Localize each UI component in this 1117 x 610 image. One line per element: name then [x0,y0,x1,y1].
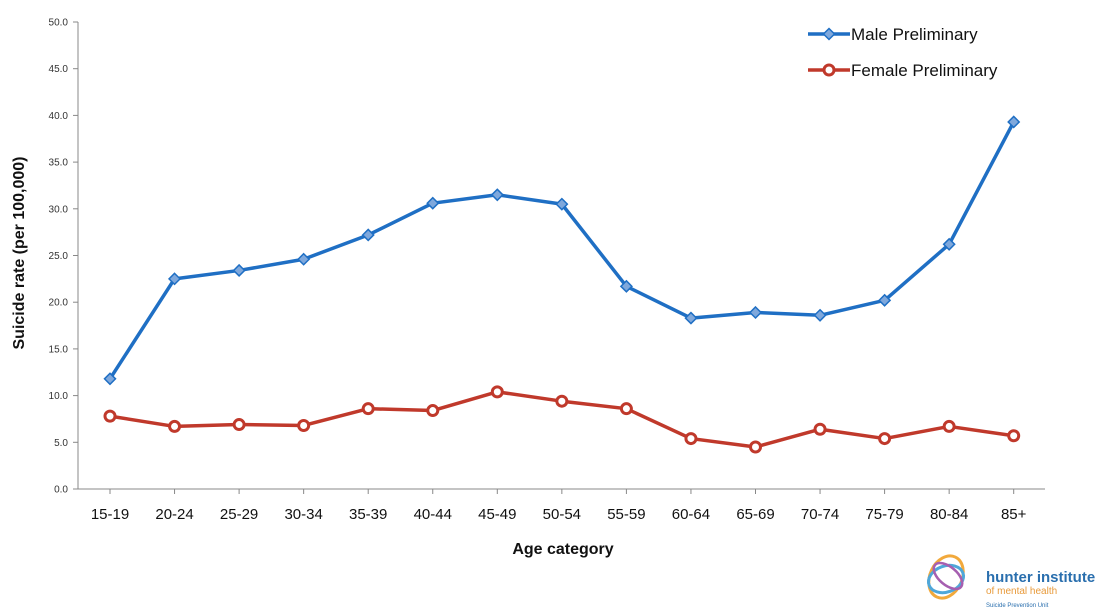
x-tick-label: 85+ [1001,506,1027,523]
male-preliminary-point [361,228,375,242]
female-preliminary-point [619,402,633,416]
y-tick-label: 40.0 [49,111,69,122]
hunter-institute-logo: hunter institute of mental health Suicid… [927,554,1095,609]
male-preliminary-point [878,293,892,307]
x-axis: 15-19 20-24 25-29 30-34 35-39 40-44 45-49 50-54… [78,488,1045,523]
male-preliminary-point [490,188,504,202]
male-preliminary-point [1007,115,1021,129]
male-preliminary-point [813,308,827,322]
male-preliminary-point [748,305,763,320]
x-tick-label: 15-19 [91,506,129,523]
x-tick-label: 65-69 [736,506,774,523]
y-tick-label: 5.0 [54,438,68,449]
male-preliminary-point [426,196,440,210]
male-preliminary-point [555,197,569,211]
legend-marker [822,27,836,41]
male-preliminary-point [942,237,956,251]
y-axis-title: Suicide rate (per 100,000) [11,157,28,350]
x-tick-label: 80-84 [930,506,968,523]
y-tick-label: 45.0 [49,64,69,75]
y-axis: 0.0 5.0 10.0 15.0 20.0 25.0 30.0 35.0 40.0 45.0 50… [49,18,79,496]
x-tick-label: 25-29 [220,506,258,523]
series-layer [103,115,1021,454]
male-preliminary-point [297,252,311,266]
male-preliminary-point [232,263,246,278]
legend-item-male-preliminary: Male Preliminary [808,25,978,44]
female-preliminary-point [232,418,246,432]
male-preliminary-point [167,272,182,286]
male-preliminary-line [108,121,1016,380]
legend-marker [822,63,836,77]
x-tick-label: 70-74 [801,506,839,523]
logo-name: hunter institute [986,569,1095,586]
x-tick-label: 20-24 [155,506,193,523]
x-tick-label: 60-64 [672,506,710,523]
female-preliminary-point [1007,429,1021,443]
y-tick-label: 15.0 [49,344,69,355]
male-preliminary-series [103,115,1021,386]
female-preliminary-point [813,422,827,436]
y-tick-label: 20.0 [49,298,69,309]
y-tick-label: 0.0 [54,485,68,496]
x-tick-label: 55-59 [607,506,645,523]
male-preliminary-point [684,311,698,325]
female-preliminary-point [942,419,956,433]
male-preliminary-point [619,279,633,293]
female-preliminary-point [426,404,440,418]
female-preliminary-point [168,419,182,433]
legend: Male Preliminary Female Preliminary [808,25,998,80]
x-tick-label: 75-79 [865,506,903,523]
female-preliminary-point [684,432,698,446]
logo-mark-icon [927,554,965,600]
y-tick-label: 25.0 [49,251,69,262]
female-preliminary-series [103,385,1021,454]
y-tick-label: 35.0 [49,158,69,169]
female-preliminary-point [361,402,375,416]
x-tick-label: 30-34 [284,506,322,523]
legend-label: Female Preliminary [851,61,998,80]
logo-subtitle: of mental health [986,586,1057,597]
x-tick-label: 35-39 [349,506,387,523]
x-tick-label: 45-49 [478,506,516,523]
y-tick-label: 10.0 [49,391,69,402]
legend-label: Male Preliminary [851,25,978,44]
female-preliminary-point [103,409,117,423]
female-preliminary-point [555,394,569,408]
logo-tagline: Suicide Prevention Unit [986,603,1049,609]
y-tick-label: 50.0 [49,18,69,29]
female-preliminary-point [749,440,762,454]
legend-item-female-preliminary: Female Preliminary [808,61,998,80]
male-preliminary-point [103,372,117,386]
female-preliminary-point [297,418,311,432]
x-tick-label: 50-54 [543,506,581,523]
y-tick-label: 30.0 [49,204,69,215]
female-preliminary-point [878,432,892,446]
x-axis-title: Age category [512,541,613,558]
x-tick-label: 40-44 [414,506,452,523]
female-preliminary-point [490,385,504,399]
